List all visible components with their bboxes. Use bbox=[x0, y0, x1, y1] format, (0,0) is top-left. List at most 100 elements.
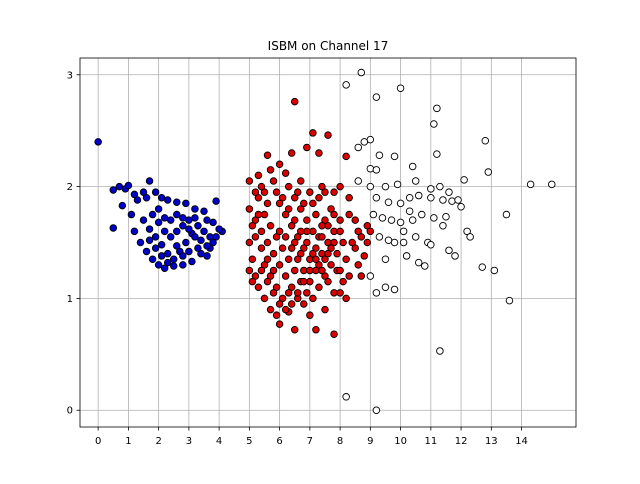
data-point bbox=[173, 242, 181, 250]
data-point bbox=[360, 138, 369, 146]
data-point bbox=[260, 261, 269, 269]
data-point bbox=[460, 176, 468, 184]
data-point bbox=[436, 182, 444, 191]
data-point bbox=[433, 104, 441, 113]
data-point bbox=[127, 210, 136, 219]
data-point bbox=[166, 216, 175, 224]
data-point bbox=[421, 262, 429, 270]
data-point bbox=[369, 210, 378, 219]
data-point bbox=[345, 210, 353, 219]
data-point bbox=[315, 194, 323, 202]
x-tick-label: 14 bbox=[515, 436, 528, 447]
data-point bbox=[430, 120, 438, 128]
data-point bbox=[348, 238, 356, 247]
x-tick-label: 6 bbox=[276, 436, 282, 447]
data-point bbox=[290, 325, 299, 334]
data-point bbox=[170, 255, 178, 264]
data-point bbox=[433, 150, 441, 158]
data-point bbox=[287, 149, 296, 157]
data-point bbox=[287, 283, 296, 291]
data-point bbox=[266, 166, 275, 174]
data-point bbox=[290, 97, 299, 106]
data-point bbox=[257, 266, 266, 275]
data-point bbox=[290, 194, 299, 202]
data-point bbox=[215, 225, 223, 233]
data-point bbox=[315, 283, 323, 291]
data-point bbox=[173, 198, 181, 206]
x-tick-label: 5 bbox=[246, 436, 252, 447]
data-point bbox=[157, 240, 166, 249]
data-point bbox=[327, 205, 335, 213]
data-point bbox=[209, 218, 217, 227]
data-point bbox=[185, 225, 193, 233]
data-point bbox=[284, 289, 293, 297]
data-point bbox=[324, 249, 332, 258]
data-point bbox=[263, 277, 272, 286]
data-point bbox=[309, 294, 317, 303]
data-point bbox=[263, 238, 272, 247]
x-tick: 13 bbox=[485, 427, 498, 447]
data-point bbox=[300, 199, 308, 208]
data-point bbox=[366, 272, 375, 280]
data-point bbox=[336, 216, 344, 224]
data-point bbox=[321, 272, 329, 280]
x-tick: 9 bbox=[367, 427, 374, 447]
data-point bbox=[145, 236, 154, 245]
data-point bbox=[151, 244, 160, 252]
data-point bbox=[118, 201, 127, 210]
series-1 bbox=[245, 97, 375, 338]
data-point bbox=[405, 194, 414, 202]
data-point bbox=[354, 227, 362, 236]
x-tick: 11 bbox=[424, 427, 437, 447]
data-point bbox=[387, 216, 396, 224]
data-point bbox=[109, 224, 118, 232]
data-point bbox=[381, 255, 390, 264]
data-point bbox=[300, 277, 308, 286]
data-point bbox=[206, 233, 214, 241]
data-point bbox=[336, 182, 344, 191]
data-point bbox=[372, 93, 381, 101]
data-point bbox=[254, 194, 263, 202]
data-point bbox=[179, 261, 187, 269]
data-point bbox=[372, 194, 381, 202]
data-point bbox=[300, 244, 308, 252]
data-point bbox=[315, 261, 323, 269]
data-point bbox=[357, 68, 366, 77]
data-point bbox=[269, 177, 278, 185]
data-point bbox=[281, 305, 290, 314]
data-point bbox=[405, 207, 414, 215]
data-point bbox=[163, 258, 172, 267]
data-point bbox=[502, 210, 511, 219]
data-point bbox=[309, 129, 317, 137]
data-point bbox=[142, 194, 151, 202]
data-point bbox=[408, 216, 417, 224]
data-point bbox=[251, 272, 260, 280]
data-point bbox=[327, 261, 335, 269]
data-point bbox=[427, 194, 435, 202]
data-point bbox=[179, 221, 187, 230]
data-point bbox=[200, 207, 208, 215]
x-tick-label: 1 bbox=[125, 436, 131, 447]
data-point bbox=[366, 164, 375, 173]
x-axis: 0 1 2 3 4 5 6 7 8 9 10 11 12 13 14 bbox=[95, 427, 528, 447]
data-point bbox=[281, 210, 290, 219]
data-point bbox=[351, 244, 359, 252]
x-tick: 7 bbox=[307, 427, 313, 447]
data-point bbox=[194, 244, 202, 252]
data-point bbox=[254, 171, 263, 180]
x-tick-label: 4 bbox=[216, 436, 222, 447]
data-point bbox=[294, 188, 302, 196]
data-point bbox=[139, 188, 148, 196]
x-tick-label: 11 bbox=[424, 436, 437, 447]
data-point bbox=[372, 289, 381, 297]
data-point bbox=[366, 227, 375, 236]
data-point bbox=[287, 221, 296, 230]
y-tick-label: 2 bbox=[67, 182, 73, 193]
x-tick: 14 bbox=[515, 427, 528, 447]
y-tick: 1 bbox=[67, 294, 80, 305]
data-point bbox=[315, 149, 323, 157]
data-point bbox=[505, 296, 514, 305]
data-point bbox=[257, 182, 266, 191]
data-points bbox=[94, 68, 556, 414]
data-point bbox=[275, 320, 284, 328]
